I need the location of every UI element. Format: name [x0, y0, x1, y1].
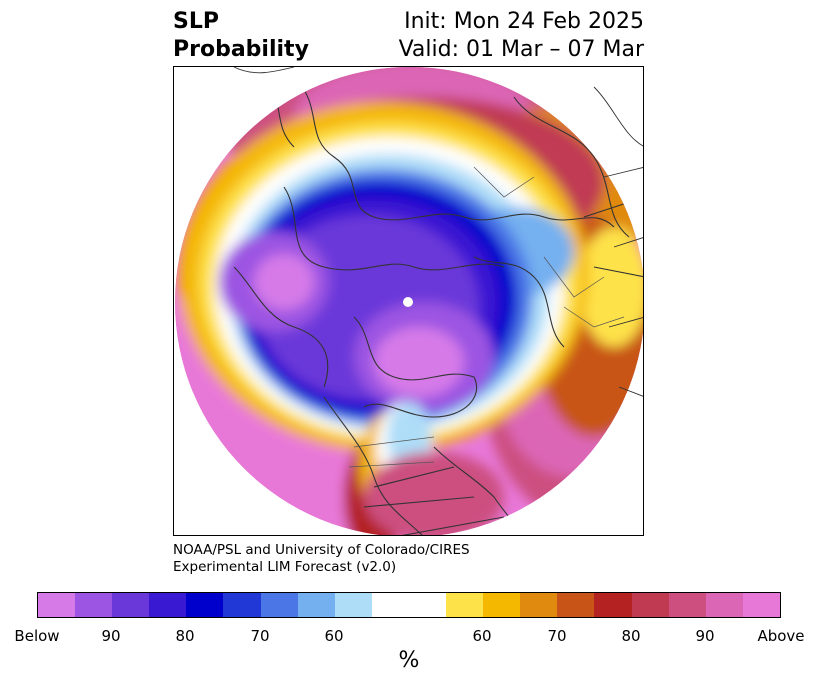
colorbar-tick-label: 90 — [101, 627, 121, 645]
colorbar-cell — [446, 593, 484, 617]
colorbar-ticks: Below 90 80 70 60 60 70 80 90 Above — [0, 627, 819, 647]
pole-marker — [403, 297, 413, 307]
coastlines — [233, 76, 643, 535]
colorbar-cell — [112, 593, 150, 617]
variable-sublabel: Probability — [173, 37, 309, 62]
credit-text: NOAA/PSL and University of Colorado/CIRE… — [173, 542, 470, 576]
colorbar-tick-label: 70 — [250, 627, 270, 645]
country-borders — [348, 166, 625, 468]
colorbar-cell — [334, 593, 372, 617]
polar-map — [175, 67, 643, 535]
colorbar-cell — [223, 593, 261, 617]
colorbar-cell — [408, 593, 447, 617]
colorbar-cell — [520, 593, 558, 617]
init-date-label: Init: Mon 24 Feb 2025 — [404, 9, 644, 34]
colorbar-cell — [75, 593, 113, 617]
colorbar-cell — [742, 593, 780, 617]
colorbar-cell — [38, 593, 76, 617]
credit-line-1: NOAA/PSL and University of Colorado/CIRE… — [173, 542, 470, 558]
colorbar-cell — [483, 593, 521, 617]
colorbar-tick-label: 60 — [472, 627, 492, 645]
plot-title-right: Init: Mon 24 Feb 2025 Valid: 01 Mar – 07… — [399, 8, 644, 64]
colorbar-tick-label: 80 — [175, 627, 195, 645]
colorbar — [37, 592, 781, 618]
colorbar-cell — [371, 593, 409, 617]
colorbar-tick-label: 70 — [547, 627, 567, 645]
colorbar-tick-label: Below — [14, 627, 60, 645]
credit-line-2: Experimental LIM Forecast (v2.0) — [173, 559, 397, 575]
colorbar-cell — [631, 593, 669, 617]
probability-field — [175, 67, 643, 535]
variable-label: SLP — [173, 9, 219, 34]
colorbar-tick-label: 80 — [621, 627, 641, 645]
valid-date-label: Valid: 01 Mar – 07 Mar — [398, 37, 644, 62]
colorbar-cell — [260, 593, 298, 617]
colorbar-cell — [668, 593, 706, 617]
land-outside-globe — [233, 67, 643, 397]
plot-title-left: SLP Probability — [173, 8, 309, 64]
colorbar-cell — [594, 593, 632, 617]
colorbar-cell — [705, 593, 743, 617]
colorbar-tick-label: Above — [757, 627, 805, 645]
colorbar-cell — [297, 593, 335, 617]
colorbar-unit-label: % — [398, 648, 420, 673]
colorbar-tick-label: 90 — [695, 627, 715, 645]
colorbar-cell — [557, 593, 595, 617]
colorbar-cell — [186, 593, 224, 617]
colorbar-cell — [149, 593, 187, 617]
colorbar-tick-label: 60 — [324, 627, 344, 645]
map-panel — [173, 66, 644, 536]
